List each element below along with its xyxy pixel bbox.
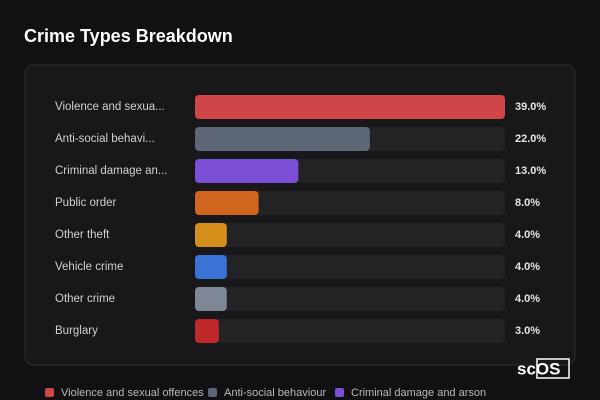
bar — [195, 223, 227, 247]
legend-label: Violence and sexual offences — [61, 387, 204, 399]
bar — [195, 319, 219, 343]
logo-box — [536, 358, 570, 379]
value-label: 4.0% — [515, 293, 540, 305]
legend-label: Criminal damage and arson — [351, 387, 486, 399]
legend-swatch — [45, 388, 54, 397]
value-label: 4.0% — [515, 229, 540, 241]
value-label: 39.0% — [515, 101, 546, 113]
category-label: Anti-social behavi... — [55, 133, 155, 145]
legend-swatch — [335, 388, 344, 397]
category-label: Vehicle crime — [55, 261, 123, 273]
bar — [195, 255, 227, 279]
bar-track — [195, 319, 505, 343]
bar — [195, 287, 227, 311]
category-label: Violence and sexua... — [55, 101, 165, 113]
bar — [195, 127, 370, 151]
value-label: 13.0% — [515, 165, 546, 177]
value-label: 8.0% — [515, 197, 540, 209]
bar-track — [195, 255, 505, 279]
watermark: scOS — [517, 359, 560, 378]
legend-swatch — [208, 388, 217, 397]
bar-track — [195, 223, 505, 247]
bar — [195, 191, 259, 215]
chart-title: Crime Types Breakdown — [24, 26, 233, 46]
category-label: Burglary — [55, 325, 98, 337]
value-label: 4.0% — [515, 261, 540, 273]
category-label: Other theft — [55, 229, 110, 241]
category-label: Other crime — [55, 293, 115, 305]
value-label: 22.0% — [515, 133, 546, 145]
bar — [195, 159, 299, 183]
bar-track — [195, 287, 505, 311]
value-label: 3.0% — [515, 325, 540, 337]
category-label: Public order — [55, 197, 117, 209]
category-label: Criminal damage an... — [55, 165, 168, 177]
legend-label: Anti-social behaviour — [224, 387, 326, 399]
bar-track — [195, 191, 505, 215]
bar — [195, 95, 505, 119]
